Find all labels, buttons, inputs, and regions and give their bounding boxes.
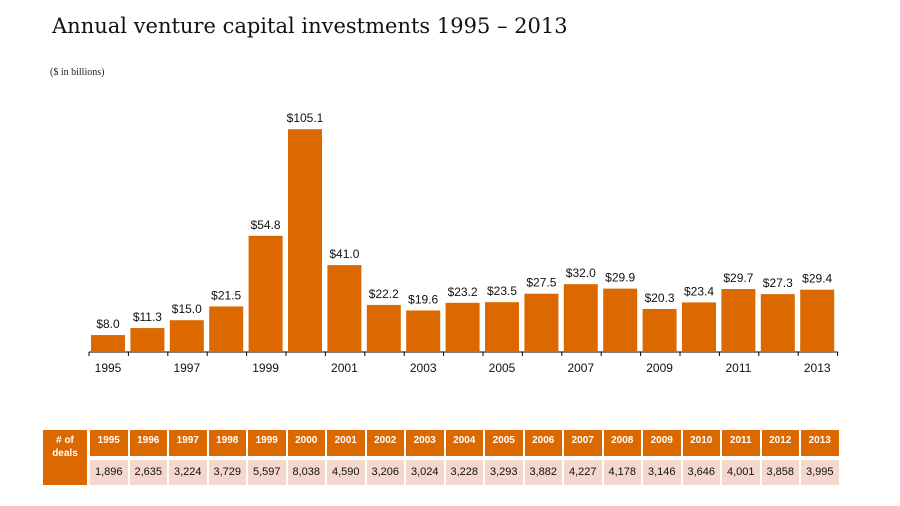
x-tick-label: 1995 xyxy=(95,361,122,375)
deals-cell: 3,228 xyxy=(445,460,483,485)
data-label: $32.0 xyxy=(566,266,596,280)
deals-cell: 3,646 xyxy=(682,460,720,485)
bar-1995 xyxy=(91,335,125,352)
bar-2001 xyxy=(327,265,362,352)
deals-cell: 3,224 xyxy=(169,460,207,485)
data-label: $8.0 xyxy=(96,317,120,331)
bar-1998 xyxy=(209,306,244,352)
x-tick-label: 1997 xyxy=(173,361,200,375)
data-label: $29.9 xyxy=(605,271,635,285)
deals-cell: 3,882 xyxy=(524,460,562,485)
bar-2006 xyxy=(524,293,559,352)
bar-2002 xyxy=(366,304,401,352)
bar-2012 xyxy=(760,294,795,352)
year-header: 2003 xyxy=(406,430,444,456)
bar-2000 xyxy=(288,129,322,352)
year-header: 2001 xyxy=(327,430,365,456)
data-label: $20.3 xyxy=(645,291,675,305)
row-label: # of deals xyxy=(43,430,87,485)
x-tick-label: 2013 xyxy=(804,361,831,375)
data-label: $19.6 xyxy=(408,292,438,306)
x-tick-label: 1999 xyxy=(252,361,279,375)
year-header: 2008 xyxy=(603,430,641,456)
chart-title: Annual venture capital investments 1995 … xyxy=(52,14,568,38)
data-label: $21.5 xyxy=(211,288,241,302)
data-label: $22.2 xyxy=(369,287,399,301)
year-header: 2012 xyxy=(761,430,799,456)
bar-1996 xyxy=(130,328,165,352)
deals-cell: 3,995 xyxy=(801,460,839,485)
deals-cell: 1,896 xyxy=(90,460,128,485)
bar-chart: $8.0 $11.3 $15.0 $21.5 $54.8 $105.1 $41.0 $22.2… xyxy=(88,111,839,375)
deals-cell: 4,590 xyxy=(327,460,365,485)
year-header: 2004 xyxy=(445,430,483,456)
year-header: 2007 xyxy=(564,430,602,456)
year-header: 1997 xyxy=(169,430,207,456)
bar-1997 xyxy=(169,320,204,352)
unit-note: ($ in billions) xyxy=(50,67,105,78)
deals-cell: 3,206 xyxy=(366,460,404,485)
year-header: 1998 xyxy=(208,430,246,456)
data-label: $29.7 xyxy=(723,271,753,285)
data-label: $105.1 xyxy=(287,111,324,125)
year-header: 2011 xyxy=(722,430,760,456)
data-label: $23.4 xyxy=(684,284,714,298)
year-header: 1996 xyxy=(129,430,167,456)
year-header: 1999 xyxy=(248,430,286,456)
x-tick-label: 2007 xyxy=(567,361,594,375)
deals-cell: 4,227 xyxy=(564,460,602,485)
deals-cell: 4,001 xyxy=(722,460,760,485)
year-header: 2002 xyxy=(366,430,404,456)
deals-cell: 3,146 xyxy=(643,460,681,485)
data-label: $41.0 xyxy=(329,247,359,261)
deals-cell: 3,858 xyxy=(761,460,799,485)
x-tick-label: 2011 xyxy=(725,361,751,375)
deals-cell: 5,597 xyxy=(248,460,286,485)
x-tick-label: 2009 xyxy=(646,361,673,375)
bar-2011 xyxy=(721,289,756,352)
deals-cell: 8,038 xyxy=(287,460,325,485)
year-header: 2009 xyxy=(643,430,681,456)
bar-2003 xyxy=(406,310,441,352)
data-label: $11.3 xyxy=(133,310,162,324)
data-label: $15.0 xyxy=(172,302,202,316)
deals-cell: 3,293 xyxy=(485,460,523,485)
data-label: $23.2 xyxy=(448,285,478,299)
bar-2008 xyxy=(603,288,638,352)
deals-cell: 2,635 xyxy=(129,460,167,485)
data-label: $27.3 xyxy=(763,276,793,290)
deals-cell: 3,024 xyxy=(406,460,444,485)
data-label: $29.4 xyxy=(802,272,832,286)
data-label: $54.8 xyxy=(251,218,281,232)
bar-1999 xyxy=(248,235,283,352)
bar-2007 xyxy=(563,284,598,352)
year-header: 2000 xyxy=(287,430,325,456)
x-tick-label: 2001 xyxy=(331,361,358,375)
x-tick-label: 2003 xyxy=(410,361,437,375)
year-header: 2005 xyxy=(485,430,523,456)
bar-2004 xyxy=(445,302,480,352)
year-header: 1995 xyxy=(90,430,128,456)
bar-2010 xyxy=(682,302,716,352)
data-label: $27.5 xyxy=(526,276,556,290)
data-label: $23.5 xyxy=(487,284,517,298)
year-header: 2006 xyxy=(524,430,562,456)
year-header: 2010 xyxy=(682,430,720,456)
bar-2013 xyxy=(800,289,835,352)
x-tick-label: 2005 xyxy=(489,361,516,375)
deals-cell: 3,729 xyxy=(208,460,246,485)
year-header: 2013 xyxy=(801,430,839,456)
bar-2005 xyxy=(485,302,519,352)
bar-2009 xyxy=(642,308,677,352)
deals-cell: 4,178 xyxy=(603,460,641,485)
